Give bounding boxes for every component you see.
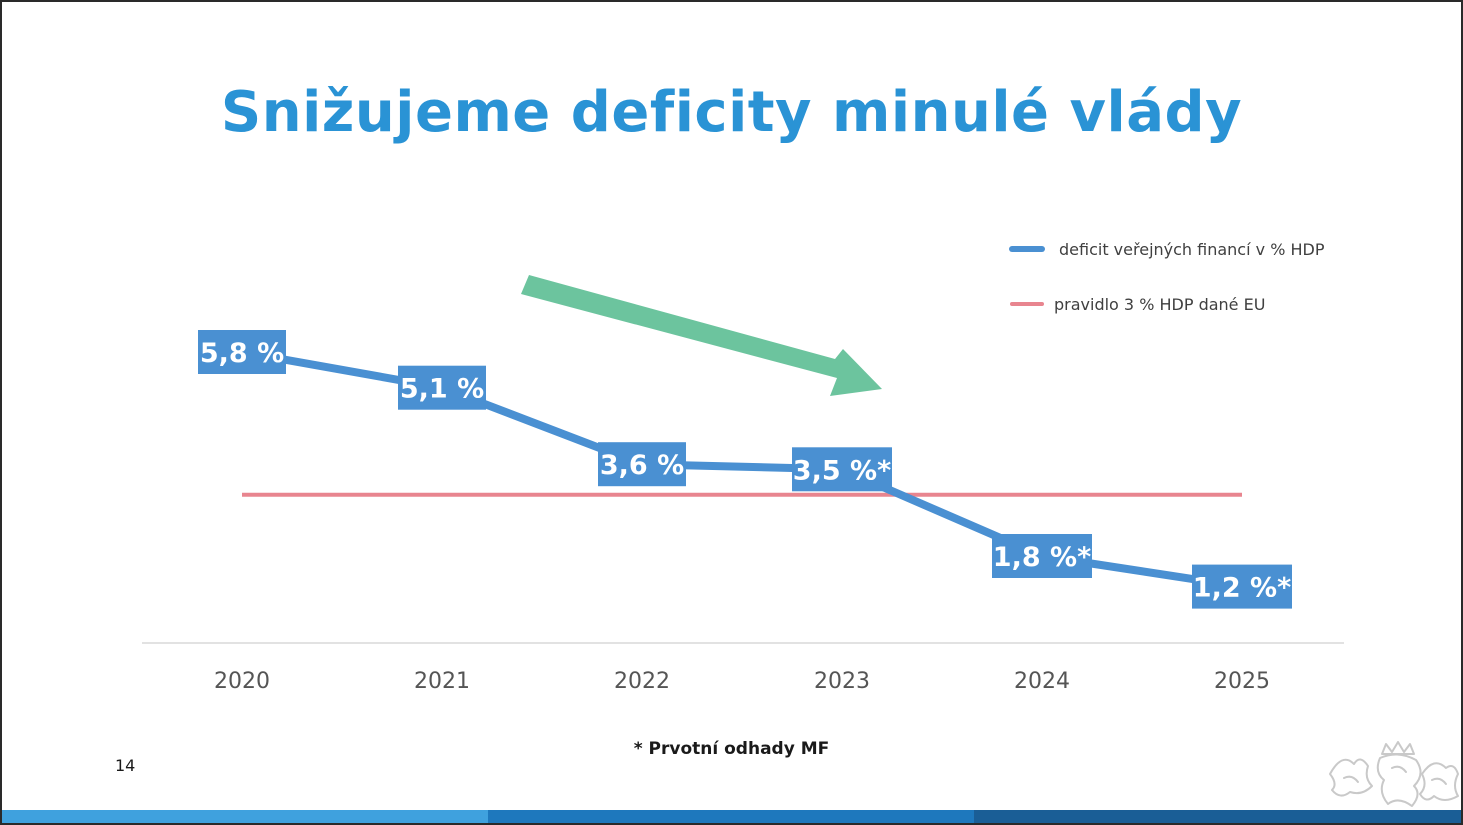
data-label: 5,8 % [200, 338, 284, 369]
x-tick-label: 2023 [814, 669, 870, 694]
data-label: 5,1 % [400, 374, 484, 405]
data-label-box [1192, 564, 1292, 609]
data-label: 1,2 %* [1193, 573, 1291, 604]
footnote: * Prvotní odhady MF [633, 739, 830, 759]
data-label: 1,8 %* [993, 542, 1091, 573]
data-label: 3,5 %* [793, 455, 891, 486]
x-tick-label: 2022 [614, 669, 670, 694]
x-tick-label: 2020 [214, 669, 270, 694]
x-tick-label: 2021 [414, 669, 470, 694]
trend-arrow-icon [521, 275, 882, 396]
bottom-bar-segment [488, 810, 974, 823]
page-number: 14 [115, 756, 136, 775]
state-emblem-icon [1329, 741, 1459, 807]
x-tick-label: 2025 [1214, 669, 1270, 694]
data-label-box [198, 330, 286, 374]
slide-title: Snižujeme deficity minulé vlády [220, 80, 1243, 145]
data-label-box [598, 442, 686, 487]
data-label: 3,6 % [600, 450, 684, 481]
data-label-box [992, 534, 1092, 578]
legend-label-eu-rule: pravidlo 3 % HDP dané EU [1054, 295, 1265, 314]
legend-label-deficit: deficit veřejných financí v % HDP [1059, 240, 1325, 259]
bottom-bar-segment [974, 810, 1461, 823]
x-tick-label: 2024 [1014, 669, 1070, 694]
bottom-color-bar [2, 810, 1461, 823]
data-label-box [398, 365, 486, 410]
bottom-bar-segment [2, 810, 488, 823]
data-label-box [792, 447, 892, 492]
